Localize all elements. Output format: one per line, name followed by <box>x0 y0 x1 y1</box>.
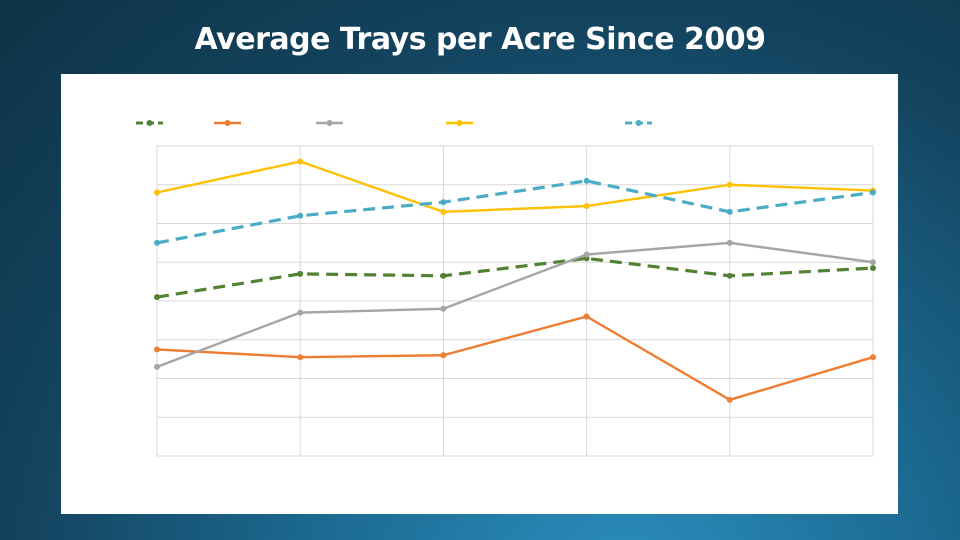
series-line-2 <box>156 315 874 402</box>
chart-panel <box>61 74 898 514</box>
data-point <box>583 251 590 258</box>
data-point <box>870 265 876 272</box>
data-point <box>154 346 160 353</box>
data-point <box>297 309 304 316</box>
data-point <box>154 189 160 196</box>
legend-dot <box>635 120 642 126</box>
data-point <box>583 313 590 320</box>
data-point <box>297 270 304 277</box>
data-point <box>440 272 447 279</box>
data-point <box>870 189 876 196</box>
data-point <box>440 352 447 359</box>
chart-legend <box>136 120 652 126</box>
series-line-3 <box>156 241 874 368</box>
data-point <box>726 208 733 215</box>
legend-dot <box>224 120 231 126</box>
data-point <box>726 239 733 246</box>
data-point <box>583 177 590 184</box>
data-point <box>440 199 447 206</box>
data-point <box>440 305 447 312</box>
chart-series <box>154 158 876 403</box>
data-point <box>870 259 876 266</box>
data-point <box>297 158 304 165</box>
series-line-1 <box>156 256 874 299</box>
data-point <box>870 354 876 361</box>
series-line-4 <box>156 160 874 214</box>
data-point <box>154 239 160 246</box>
line-chart <box>136 120 876 457</box>
legend-dot <box>326 120 333 126</box>
data-point <box>154 294 160 301</box>
data-point <box>297 212 304 219</box>
series-line-5 <box>156 179 874 245</box>
data-point <box>440 208 447 215</box>
data-point <box>154 363 160 370</box>
data-point <box>297 354 304 361</box>
data-point <box>726 272 733 279</box>
chart-grid <box>156 145 874 457</box>
legend-dot <box>456 120 463 126</box>
data-point <box>726 396 733 403</box>
data-point <box>583 203 590 210</box>
legend-dot <box>146 120 153 126</box>
data-point <box>726 181 733 188</box>
slide-title: Average Trays per Acre Since 2009 <box>194 22 766 57</box>
